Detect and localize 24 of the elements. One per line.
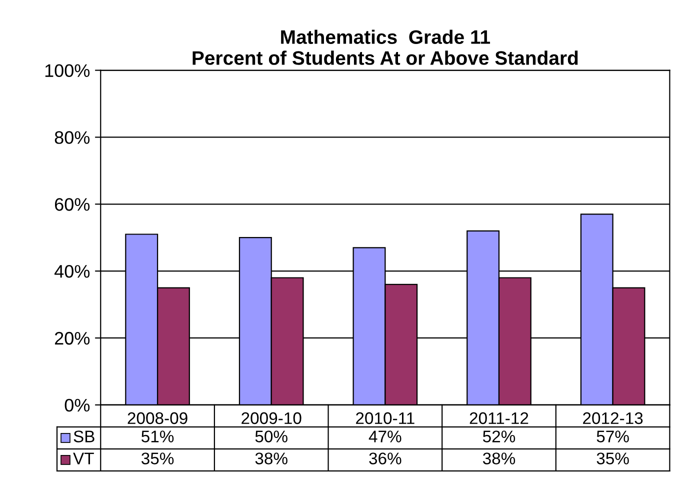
- data-label: 38%: [255, 452, 288, 464]
- x-tick-label: 2009-10: [242, 412, 302, 424]
- x-tick-label: 2010-11: [356, 412, 414, 424]
- x-tick-label: 2008-09: [128, 412, 188, 424]
- data-label: 35%: [596, 452, 629, 464]
- x-tick-label: 2011-12: [470, 412, 528, 424]
- x-tick-label: 2012-13: [583, 412, 643, 424]
- data-label: 50%: [255, 430, 288, 442]
- y-tick-label: 40%: [54, 264, 90, 278]
- data-label: 38%: [482, 452, 516, 464]
- data-label: 47%: [368, 430, 402, 442]
- data-label: 52%: [482, 430, 516, 442]
- data-label: 51%: [142, 430, 174, 442]
- y-tick-label: 0%: [64, 398, 90, 412]
- legend-label: VT: [73, 452, 94, 464]
- data-label: 36%: [369, 452, 402, 464]
- data-label: 57%: [596, 430, 629, 442]
- data-label: 35%: [141, 452, 174, 464]
- y-tick-label: 20%: [54, 332, 90, 345]
- chart-title: Mathematics Grade 11 Percent of Students At or Above Standard: [192, 30, 578, 65]
- legend-label: SB: [74, 430, 94, 442]
- y-tick-label: 60%: [54, 198, 90, 211]
- y-tick-label: 100%: [45, 64, 90, 78]
- y-tick-label: 80%: [54, 131, 90, 144]
